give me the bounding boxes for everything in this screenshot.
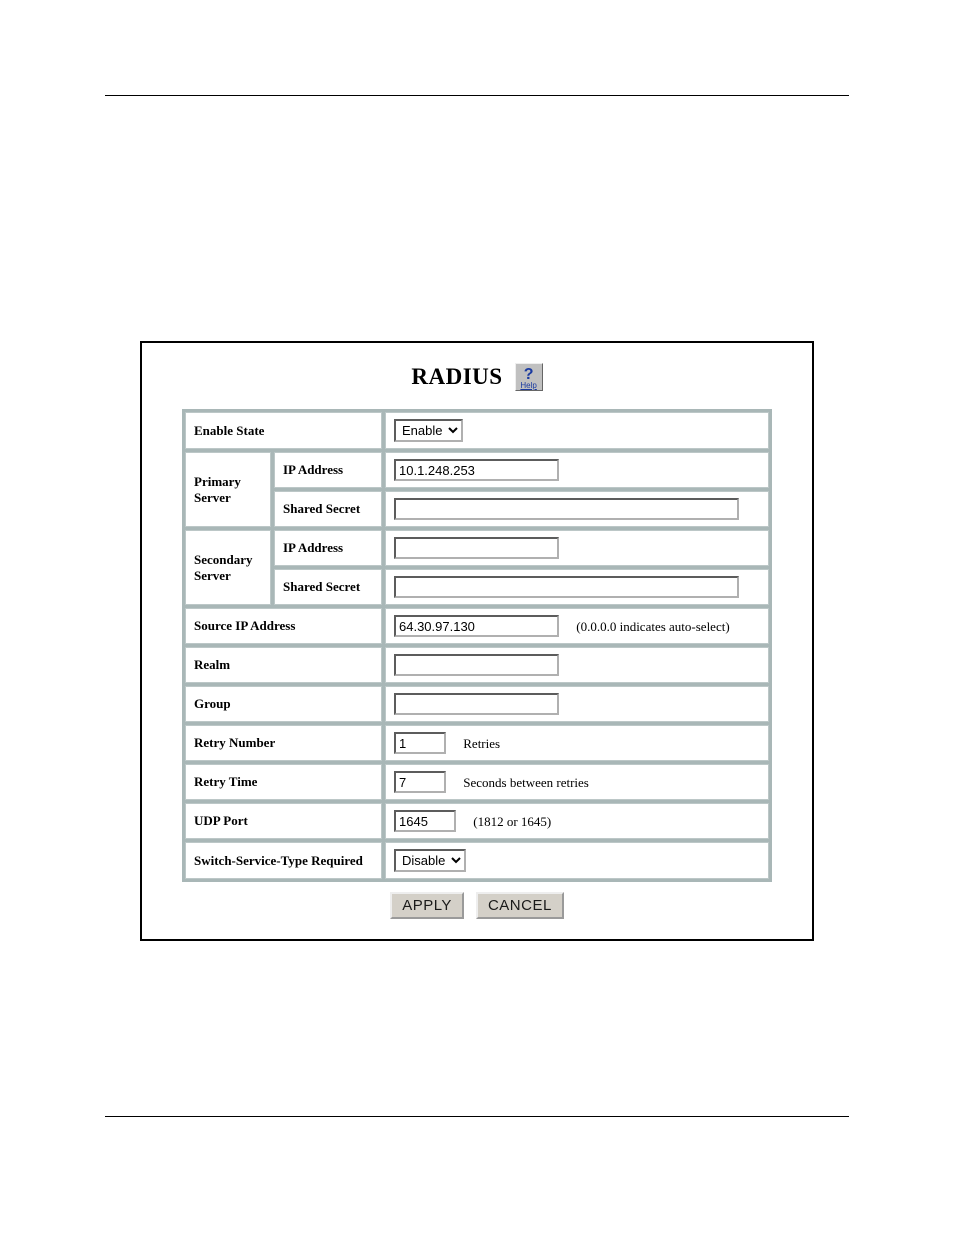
row-primary-secret: Shared Secret <box>185 491 769 527</box>
cell-group <box>385 686 769 722</box>
label-secondary-secret: Shared Secret <box>274 569 382 605</box>
hint-retry-number: Retries <box>463 736 500 751</box>
source-ip-input[interactable] <box>394 615 559 637</box>
apply-button[interactable]: APPLY <box>390 892 464 919</box>
hint-udp-port: (1812 or 1645) <box>473 814 551 829</box>
label-group: Group <box>185 686 382 722</box>
secondary-secret-input[interactable] <box>394 576 739 598</box>
label-retry-time: Retry Time <box>185 764 382 800</box>
row-switch-service: Switch-Service-Type Required Disable <box>185 842 769 879</box>
cell-udp-port: (1812 or 1645) <box>385 803 769 839</box>
cell-switch-service: Disable <box>385 842 769 879</box>
cell-primary-ip <box>385 452 769 488</box>
cell-realm <box>385 647 769 683</box>
cancel-button[interactable]: CANCEL <box>476 892 564 919</box>
row-enable-state: Enable State Enable <box>185 412 769 449</box>
label-secondary-ip: IP Address <box>274 530 382 566</box>
label-udp-port: UDP Port <box>185 803 382 839</box>
label-switch-service: Switch-Service-Type Required <box>185 842 382 879</box>
enable-state-select[interactable]: Enable <box>394 419 463 442</box>
hint-source-ip: (0.0.0.0 indicates auto-select) <box>576 619 729 634</box>
label-source-ip: Source IP Address <box>185 608 382 644</box>
row-retry-number: Retry Number Retries <box>185 725 769 761</box>
row-retry-time: Retry Time Seconds between retries <box>185 764 769 800</box>
secondary-ip-input[interactable] <box>394 537 559 559</box>
row-udp-port: UDP Port (1812 or 1645) <box>185 803 769 839</box>
row-group: Group <box>185 686 769 722</box>
label-primary-ip: IP Address <box>274 452 382 488</box>
row-realm: Realm <box>185 647 769 683</box>
group-input[interactable] <box>394 693 559 715</box>
label-primary-server: Primary Server <box>185 452 271 527</box>
label-realm: Realm <box>185 647 382 683</box>
help-label: Help <box>520 381 536 390</box>
retry-time-input[interactable] <box>394 771 446 793</box>
cell-primary-secret <box>385 491 769 527</box>
row-primary-ip: Primary Server IP Address <box>185 452 769 488</box>
row-secondary-ip: Secondary Server IP Address <box>185 530 769 566</box>
cell-source-ip: (0.0.0.0 indicates auto-select) <box>385 608 769 644</box>
label-retry-number: Retry Number <box>185 725 382 761</box>
retry-number-input[interactable] <box>394 732 446 754</box>
panel-header: RADIUS ? Help <box>182 363 772 391</box>
help-button[interactable]: ? Help <box>515 363 543 391</box>
label-enable-state: Enable State <box>185 412 382 449</box>
switch-service-select[interactable]: Disable <box>394 849 466 872</box>
page-rule-top <box>105 95 849 96</box>
realm-input[interactable] <box>394 654 559 676</box>
cell-secondary-secret <box>385 569 769 605</box>
cell-secondary-ip <box>385 530 769 566</box>
primary-ip-input[interactable] <box>394 459 559 481</box>
udp-port-input[interactable] <box>394 810 456 832</box>
page-rule-bottom <box>105 1116 849 1117</box>
cell-retry-time: Seconds between retries <box>385 764 769 800</box>
row-source-ip: Source IP Address (0.0.0.0 indicates aut… <box>185 608 769 644</box>
primary-secret-input[interactable] <box>394 498 739 520</box>
radius-form-table: Enable State Enable Primary Server IP Ad… <box>182 409 772 882</box>
row-secondary-secret: Shared Secret <box>185 569 769 605</box>
panel-title: RADIUS <box>411 364 502 389</box>
cell-enable-state: Enable <box>385 412 769 449</box>
button-row: APPLY CANCEL <box>182 892 772 919</box>
label-secondary-server: Secondary Server <box>185 530 271 605</box>
cell-retry-number: Retries <box>385 725 769 761</box>
label-primary-secret: Shared Secret <box>274 491 382 527</box>
radius-panel: RADIUS ? Help Enable State Enable Primar… <box>140 341 814 941</box>
hint-retry-time: Seconds between retries <box>463 775 589 790</box>
